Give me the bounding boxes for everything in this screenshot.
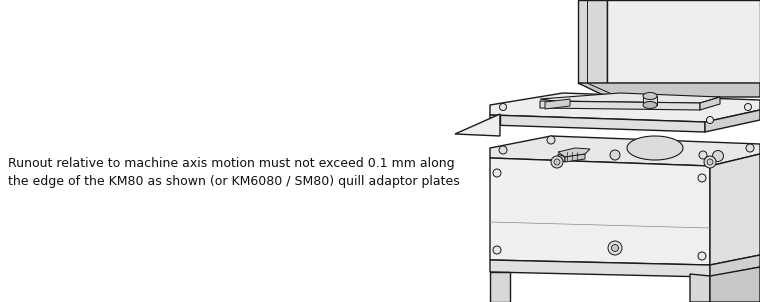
Circle shape xyxy=(713,150,724,162)
Circle shape xyxy=(493,246,501,254)
Polygon shape xyxy=(578,0,607,83)
Circle shape xyxy=(746,144,754,152)
Polygon shape xyxy=(540,93,720,103)
Polygon shape xyxy=(705,110,760,132)
Circle shape xyxy=(745,104,752,111)
Circle shape xyxy=(499,104,506,111)
Polygon shape xyxy=(643,92,657,99)
Circle shape xyxy=(547,136,555,144)
Polygon shape xyxy=(490,136,760,166)
Circle shape xyxy=(499,146,507,154)
Polygon shape xyxy=(690,274,710,302)
Polygon shape xyxy=(490,93,760,122)
Polygon shape xyxy=(540,101,700,110)
Circle shape xyxy=(554,159,560,165)
Polygon shape xyxy=(455,114,500,136)
Text: Runout relative to machine axis motion must not exceed 0.1 mm along: Runout relative to machine axis motion m… xyxy=(8,156,454,169)
Polygon shape xyxy=(710,154,760,265)
Circle shape xyxy=(493,169,501,177)
Polygon shape xyxy=(490,158,710,265)
Circle shape xyxy=(551,156,563,168)
Polygon shape xyxy=(710,255,760,277)
Polygon shape xyxy=(490,260,710,277)
Polygon shape xyxy=(490,115,705,132)
Polygon shape xyxy=(607,0,760,83)
Circle shape xyxy=(610,150,620,160)
Polygon shape xyxy=(545,99,570,109)
Polygon shape xyxy=(627,136,683,160)
Circle shape xyxy=(707,117,714,124)
Circle shape xyxy=(699,151,707,159)
Polygon shape xyxy=(490,272,510,302)
Circle shape xyxy=(612,245,619,252)
Circle shape xyxy=(704,156,716,168)
Polygon shape xyxy=(710,267,760,302)
Circle shape xyxy=(707,159,713,165)
Text: the edge of the KM80 as shown (or KM6080 / SM80) quill adaptor plates: the edge of the KM80 as shown (or KM6080… xyxy=(8,175,460,188)
Polygon shape xyxy=(578,83,760,97)
Polygon shape xyxy=(558,148,590,157)
Polygon shape xyxy=(700,97,720,110)
Circle shape xyxy=(698,174,706,182)
Polygon shape xyxy=(643,101,657,108)
Polygon shape xyxy=(558,154,565,162)
Circle shape xyxy=(698,252,706,260)
Polygon shape xyxy=(643,96,657,105)
Circle shape xyxy=(608,241,622,255)
Polygon shape xyxy=(565,154,585,162)
